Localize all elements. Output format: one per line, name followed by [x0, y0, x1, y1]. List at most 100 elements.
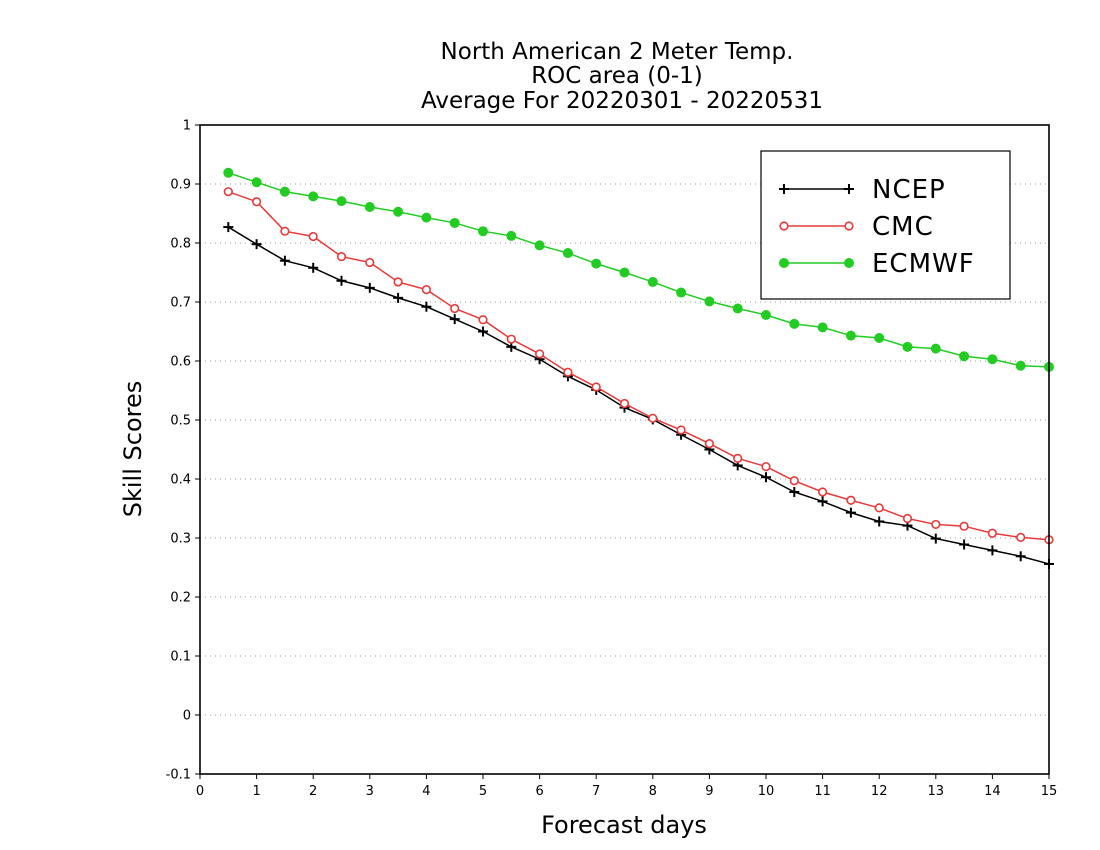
cmc-point: [619, 398, 630, 409]
legend: NCEP CMC ECMWF: [760, 150, 1011, 300]
cmc-point: [534, 349, 545, 359]
legend-label: ECMWF: [872, 249, 975, 279]
legend-entry-cmc: CMC: [779, 212, 933, 242]
cmc-point: [450, 303, 460, 314]
cmc-point: [761, 462, 771, 472]
x-axis-title: Forecast days: [541, 811, 707, 839]
legend-ecmwf-point: [844, 258, 854, 268]
x-axis-ticks: 0 1 2 3 4 5 6 7 8 9 10 11 12 13 14 15: [196, 774, 1057, 799]
x-tick-label: 3: [366, 784, 374, 799]
ncep-point: [959, 539, 970, 550]
x-tick-label: 2: [309, 784, 317, 799]
x-tick-label: 8: [649, 784, 657, 799]
x-tick-label: 11: [814, 784, 831, 799]
cmc-point: [902, 513, 913, 524]
ecmwf-point: [874, 332, 885, 343]
y-tick-label: 0.7: [170, 296, 191, 311]
ncep-point: [421, 301, 432, 312]
ecmwf-point: [732, 303, 743, 314]
series-cmc: [223, 187, 1054, 545]
ncep-point: [987, 545, 998, 556]
ecmwf-point: [902, 341, 913, 352]
y-tick-label: -0.1: [166, 768, 191, 783]
ecmwf-point: [506, 230, 517, 241]
ncep-point: [845, 507, 856, 518]
plot-frame: [199, 124, 1050, 775]
cmc-point: [223, 187, 233, 197]
series-ecmwf: [223, 167, 1054, 372]
legend-entry-ncep: NCEP: [779, 175, 946, 205]
chart-title-line-1: North American 2 Meter Temp.: [441, 39, 794, 65]
cmc-line: [228, 190, 1050, 541]
chart-title-line-3: Average For 20220301 - 20220531: [421, 88, 823, 114]
ecmwf-point: [336, 196, 347, 207]
ecmwf-point: [308, 191, 319, 202]
ncep-point: [874, 516, 885, 527]
ncep-point: [223, 222, 234, 233]
x-tick-label: 15: [1041, 784, 1058, 799]
ncep-point: [308, 262, 319, 273]
cmc-point: [280, 226, 290, 236]
ecmwf-point: [562, 248, 573, 259]
cmc-point: [506, 334, 516, 344]
x-tick-label: 4: [422, 784, 430, 799]
ncep-point: [393, 292, 404, 303]
cmc-point: [789, 476, 799, 486]
cmc-point: [393, 277, 403, 287]
ecmwf-point: [478, 226, 488, 237]
x-tick-label: 5: [479, 784, 487, 799]
cmc-point: [421, 285, 432, 295]
ncep-point: [364, 282, 375, 293]
cmc-point: [704, 439, 715, 449]
x-tick-label: 12: [871, 784, 888, 799]
legend-ecmwf-point: [779, 258, 789, 268]
ecmwf-point: [619, 267, 630, 278]
cmc-point: [365, 257, 375, 268]
cmc-point: [1016, 532, 1026, 543]
y-tick-label: 1: [183, 119, 191, 134]
cmc-point: [648, 413, 658, 423]
ecmwf-point: [930, 343, 941, 354]
y-tick-label: 0.8: [170, 237, 191, 252]
x-tick-label: 0: [196, 784, 204, 799]
cmc-point: [676, 425, 686, 435]
ncep-point: [1015, 551, 1026, 562]
ncep-point: [930, 533, 941, 544]
ecmwf-point: [421, 212, 432, 223]
ncep-point: [279, 255, 290, 266]
ecmwf-point: [591, 258, 602, 269]
y-tick-label: 0.1: [170, 650, 191, 665]
ncep-point: [789, 486, 800, 497]
legend-entry-ecmwf: ECMWF: [779, 249, 975, 279]
cmc-point: [336, 251, 347, 262]
ecmwf-point: [761, 309, 771, 320]
ncep-point: [251, 239, 262, 250]
ecmwf-point: [534, 240, 545, 251]
cmc-point: [733, 453, 743, 463]
y-tick-label: 0: [183, 709, 191, 724]
ecmwf-point: [279, 186, 290, 197]
chart-title-line-2: ROC area (0-1): [531, 63, 703, 89]
ecmwf-point: [223, 167, 234, 178]
ncep-point: [761, 472, 771, 483]
legend-box: [760, 150, 1011, 300]
legend-ncep-point: [844, 184, 854, 194]
y-tick-label: 0.9: [170, 178, 191, 193]
legend-label: NCEP: [872, 175, 946, 205]
x-tick-label: 14: [984, 784, 1001, 799]
y-tick-label: 0.5: [170, 414, 191, 429]
cmc-point: [874, 503, 884, 513]
ecmwf-point: [789, 318, 800, 329]
ecmwf-point: [845, 330, 856, 341]
x-tick-label: 13: [928, 784, 945, 799]
cmc-point: [846, 495, 856, 505]
ncep-point: [336, 275, 347, 286]
cmc-point: [308, 231, 318, 242]
ncep-point: [449, 314, 460, 325]
ecmwf-point: [364, 202, 375, 213]
y-axis-title: Skill Scores: [119, 381, 147, 518]
ecmwf-point: [987, 354, 998, 365]
legend-ncep-point: [779, 184, 789, 194]
y-tick-label: 0.2: [170, 591, 191, 606]
